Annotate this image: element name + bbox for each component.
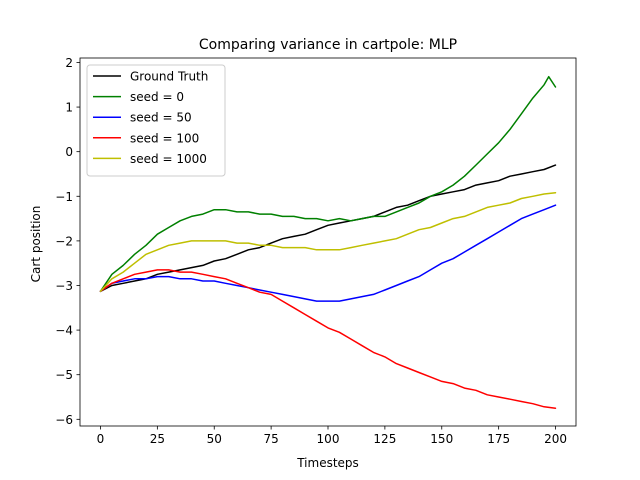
series-line-2: [99, 204, 557, 302]
x-tick-label: 200: [544, 432, 567, 446]
legend-label-1: seed = 0: [130, 90, 184, 104]
x-tick-label: 125: [373, 432, 396, 446]
x-tick-label: 150: [430, 432, 453, 446]
y-tick-label: −6: [55, 413, 73, 427]
legend-frame: [86, 64, 226, 177]
x-tick-label: 25: [150, 432, 165, 446]
series-line-1: [99, 75, 557, 293]
y-tick-label: −5: [55, 368, 73, 382]
y-tick-label: −3: [55, 279, 73, 293]
x-tick-label: 100: [317, 432, 340, 446]
y-tick-label: 1: [65, 101, 73, 115]
y-tick-label: 0: [65, 145, 73, 159]
legend: Ground Truth seed = 0 seed = 50 seed = 100 s…: [86, 64, 226, 177]
legend-label-2: seed = 50: [130, 111, 192, 125]
x-tick-label: 0: [97, 432, 105, 446]
x-axis-title: Timesteps: [296, 456, 359, 470]
y-tick-label: −4: [55, 324, 73, 338]
series-line-4: [99, 191, 557, 293]
series-line-3: [99, 269, 557, 409]
y-tick-label: −1: [55, 190, 73, 204]
y-axis-title: Cart position: [29, 206, 43, 283]
plot-area: 0 25 50 75 100 125 150 175 200 −6 −5 −4 −3 −2 −1 0 1 2: [55, 56, 577, 446]
legend-label-4: seed = 1000: [130, 152, 207, 166]
x-tick-label: 175: [487, 432, 510, 446]
x-tick-label: 75: [263, 432, 278, 446]
legend-label-3: seed = 100: [130, 131, 199, 145]
legend-label-0: Ground Truth: [130, 70, 208, 84]
x-tick-label: 50: [207, 432, 222, 446]
chart-title: Comparing variance in cartpole: MLP: [199, 37, 457, 53]
y-tick-label: 2: [65, 56, 73, 70]
y-tick-label: −2: [55, 234, 73, 248]
